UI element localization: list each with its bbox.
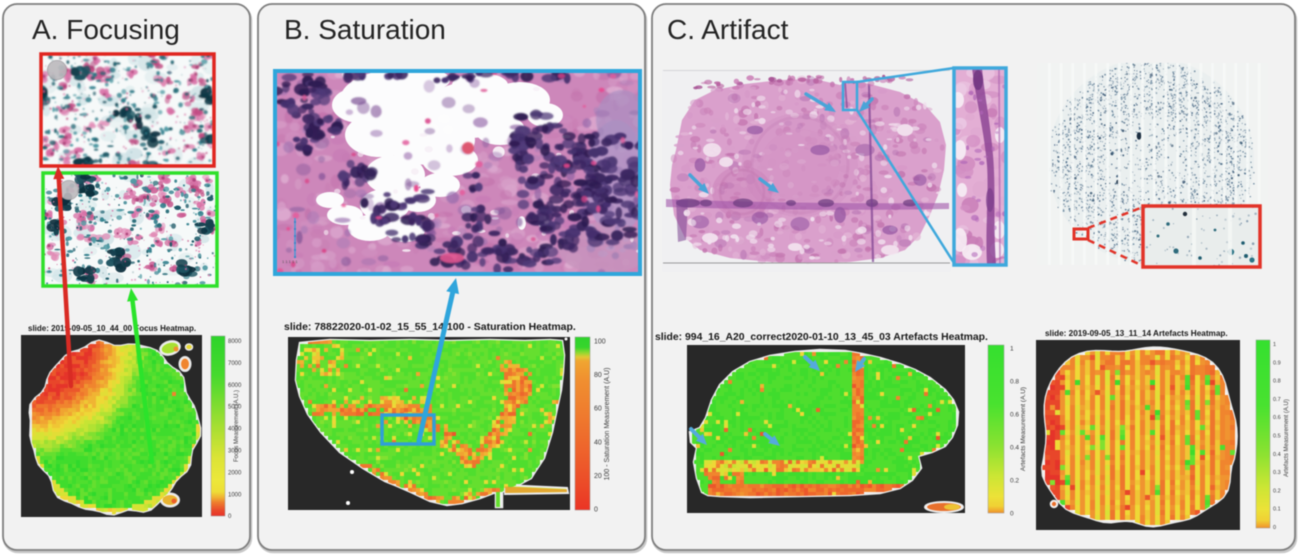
svg-text:0.3: 0.3 [1273,470,1281,476]
svg-text:0.6: 0.6 [1010,412,1019,419]
svg-text:0: 0 [594,507,598,514]
svg-text:5000: 5000 [228,405,242,411]
svg-text:C. Artifact: C. Artifact [667,14,789,45]
svg-text:0.8: 0.8 [1273,379,1281,385]
svg-text:0.1: 0.1 [1273,507,1281,513]
svg-text:1: 1 [1010,346,1014,353]
svg-text:slide: 2019-09-05_10_44_00 Foc: slide: 2019-09-05_10_44_00 Focus Heatmap… [28,324,196,333]
svg-text:0.4: 0.4 [1010,445,1019,452]
svg-text:6000: 6000 [228,383,242,389]
svg-text:0.5: 0.5 [1273,434,1281,440]
svg-text:0.2: 0.2 [1010,478,1019,485]
svg-text:0: 0 [1010,511,1014,518]
svg-text:60: 60 [594,406,602,413]
svg-text:100: 100 [594,339,606,346]
svg-text:40: 40 [594,439,602,446]
svg-text:1000: 1000 [228,492,242,498]
svg-text:0.6: 0.6 [1273,415,1281,421]
svg-text:3000: 3000 [228,449,242,455]
svg-text:80: 80 [594,372,602,379]
svg-text:4000: 4000 [228,427,242,433]
svg-text:A. Focusing: A. Focusing [32,14,180,45]
svg-text:0: 0 [1273,525,1276,531]
svg-text:100 - Saturation Measurement (: 100 - Saturation Measurement (A.U) [604,368,611,481]
svg-text:0.8: 0.8 [1010,379,1019,386]
svg-text:Focus Measurement (A.U.): Focus Measurement (A.U.) [234,390,240,462]
svg-text:1: 1 [1273,342,1276,348]
svg-text:0.9: 0.9 [1273,360,1281,366]
svg-text:20: 20 [594,473,602,480]
svg-text:0.2: 0.2 [1273,488,1281,494]
svg-text:0.4: 0.4 [1273,452,1281,458]
svg-text:7000: 7000 [228,361,242,367]
svg-text:slide: 994_16_A20_correct2020-: slide: 994_16_A20_correct2020-01-10_13_4… [655,332,988,343]
svg-text:Artefacts Measurement (A.U): Artefacts Measurement (A.U) [1284,399,1290,477]
svg-text:1 1 1 1 1: 1 1 1 1 1 [282,259,298,264]
svg-text:2000: 2000 [228,470,242,476]
svg-text:slide: 78822020-01-02_15_55_14: slide: 78822020-01-02_15_55_14 100 - Sat… [284,321,576,333]
svg-text:8000: 8000 [228,339,242,345]
svg-text:0.7: 0.7 [1273,397,1281,403]
svg-text:Artefacts Measurement (A.U): Artefacts Measurement (A.U) [1020,387,1027,471]
svg-text:slide: 2019-09-05_13_11_14 Art: slide: 2019-09-05_13_11_14 Artefacts Hea… [1045,329,1228,338]
svg-text:B. Saturation: B. Saturation [284,14,446,45]
svg-text:0: 0 [228,514,232,520]
